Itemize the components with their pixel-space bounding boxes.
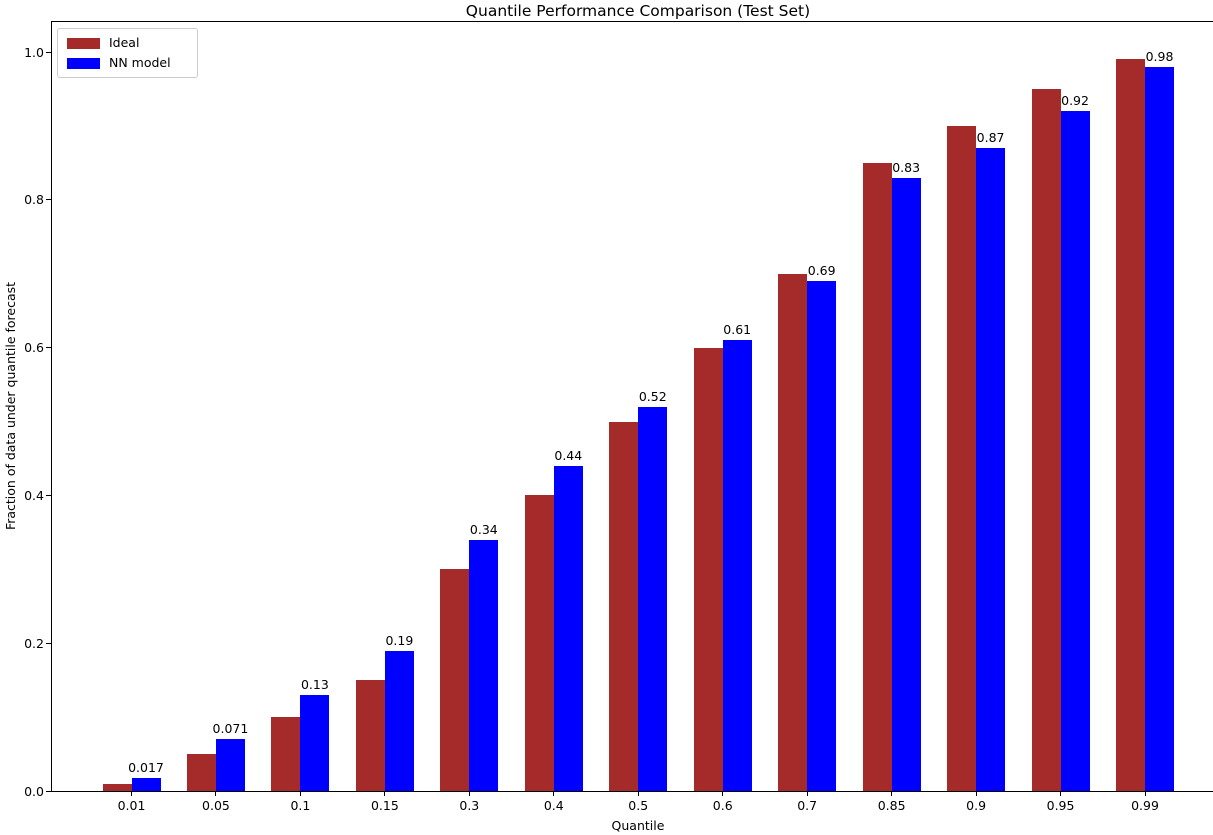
bar-value-label: 0.13 — [300, 676, 329, 692]
y-tick-label: 0.0 — [24, 783, 44, 799]
x-tick-label: 0.99 — [1131, 798, 1159, 813]
bar-nn-model — [215, 738, 245, 791]
bar-ideal — [947, 125, 977, 791]
y-tick-label: 0.6 — [24, 340, 44, 356]
bar-ideal — [102, 783, 132, 791]
x-axis-label: Quantile — [611, 818, 665, 833]
x-tick-label: 0.85 — [877, 798, 906, 813]
legend-item-nn-model: NN model — [67, 55, 188, 71]
bar-nn-model — [1145, 66, 1175, 791]
x-tick-label: 0.9 — [966, 798, 987, 813]
bar-nn-model — [638, 406, 668, 791]
bar-nn-model — [1060, 111, 1090, 791]
bar-nn-model — [976, 148, 1006, 791]
x-tick-label: 0.15 — [370, 798, 399, 813]
y-axis-spine — [51, 21, 52, 791]
bar-ideal — [862, 162, 892, 791]
x-tick-label: 0.6 — [712, 798, 733, 813]
x-tick-mark — [215, 791, 217, 796]
legend-label-nn-model: NN model — [109, 55, 171, 70]
x-tick-mark — [131, 791, 132, 796]
x-tick-mark — [468, 791, 470, 796]
y-tick-mark — [46, 642, 51, 644]
y-tick-mark — [46, 51, 51, 53]
bar-nn-model — [722, 340, 752, 791]
x-tick-mark — [891, 791, 893, 796]
x-tick-mark — [806, 791, 808, 796]
x-tick-mark — [722, 791, 724, 796]
top-spine — [51, 21, 1213, 22]
x-tick-label: 0.01 — [117, 798, 146, 813]
x-tick-mark — [975, 791, 977, 796]
bar-nn-model — [131, 778, 161, 791]
legend-item-ideal: Ideal — [67, 35, 188, 51]
x-tick-label: 0.1 — [290, 798, 311, 813]
bar-ideal — [271, 717, 301, 791]
bar-value-label: 0.83 — [892, 159, 921, 175]
bar-value-label: 0.071 — [212, 720, 249, 736]
legend-swatch-ideal — [67, 37, 100, 49]
x-axis-spine — [51, 791, 1213, 792]
chart-title: Quantile Performance Comparison (Test Se… — [465, 2, 811, 20]
legend: Ideal NN model — [57, 28, 198, 78]
bar-ideal — [693, 347, 723, 791]
y-tick-mark — [46, 199, 51, 201]
bar-nn-model — [300, 694, 330, 791]
bar-value-label: 0.017 — [128, 760, 164, 776]
bar-nn-model — [384, 650, 414, 791]
bar-ideal — [609, 421, 639, 791]
x-tick-mark — [299, 791, 301, 796]
x-tick-label: 0.7 — [797, 798, 818, 813]
bar-ideal — [186, 754, 216, 791]
x-tick-label: 0.95 — [1046, 798, 1075, 813]
bar-value-label: 0.92 — [1061, 93, 1089, 109]
x-tick-mark — [1144, 791, 1146, 796]
bar-nn-model — [469, 539, 499, 791]
y-tick-label: 0.2 — [24, 635, 44, 651]
bar-value-label: 0.61 — [723, 322, 752, 338]
bar-ideal — [1116, 59, 1146, 791]
bar-value-label: 0.34 — [469, 521, 498, 537]
bar-value-label: 0.87 — [976, 130, 1005, 146]
bar-value-label: 0.44 — [554, 447, 583, 463]
x-tick-label: 0.3 — [459, 798, 480, 813]
bar-value-label: 0.98 — [1145, 48, 1174, 64]
bar-nn-model — [891, 177, 921, 791]
legend-label-ideal: Ideal — [109, 35, 140, 50]
x-tick-label: 0.4 — [543, 798, 564, 813]
x-tick-mark — [553, 791, 555, 796]
y-tick-label: 1.0 — [24, 44, 44, 60]
x-tick-mark — [1060, 791, 1062, 796]
y-tick-label: 0.4 — [24, 487, 44, 503]
y-tick-mark — [46, 494, 51, 496]
y-tick-mark — [46, 790, 51, 792]
bar-ideal — [355, 680, 385, 791]
x-tick-mark — [637, 791, 639, 796]
x-tick-mark — [384, 791, 386, 796]
bar-ideal — [778, 273, 808, 791]
bar-nn-model — [553, 465, 583, 791]
x-tick-label: 0.5 — [628, 798, 649, 813]
bar-value-label: 0.69 — [807, 263, 836, 279]
bar-ideal — [1031, 88, 1061, 791]
legend-swatch-nn-model — [67, 57, 100, 69]
bar-ideal — [524, 495, 554, 791]
bar-ideal — [440, 569, 470, 791]
bar-value-label: 0.52 — [638, 388, 667, 404]
y-tick-mark — [46, 347, 51, 349]
x-tick-label: 0.05 — [202, 798, 230, 813]
bar-value-label: 0.19 — [385, 632, 414, 648]
y-tick-label: 0.8 — [24, 192, 44, 208]
bar-nn-model — [807, 281, 837, 791]
